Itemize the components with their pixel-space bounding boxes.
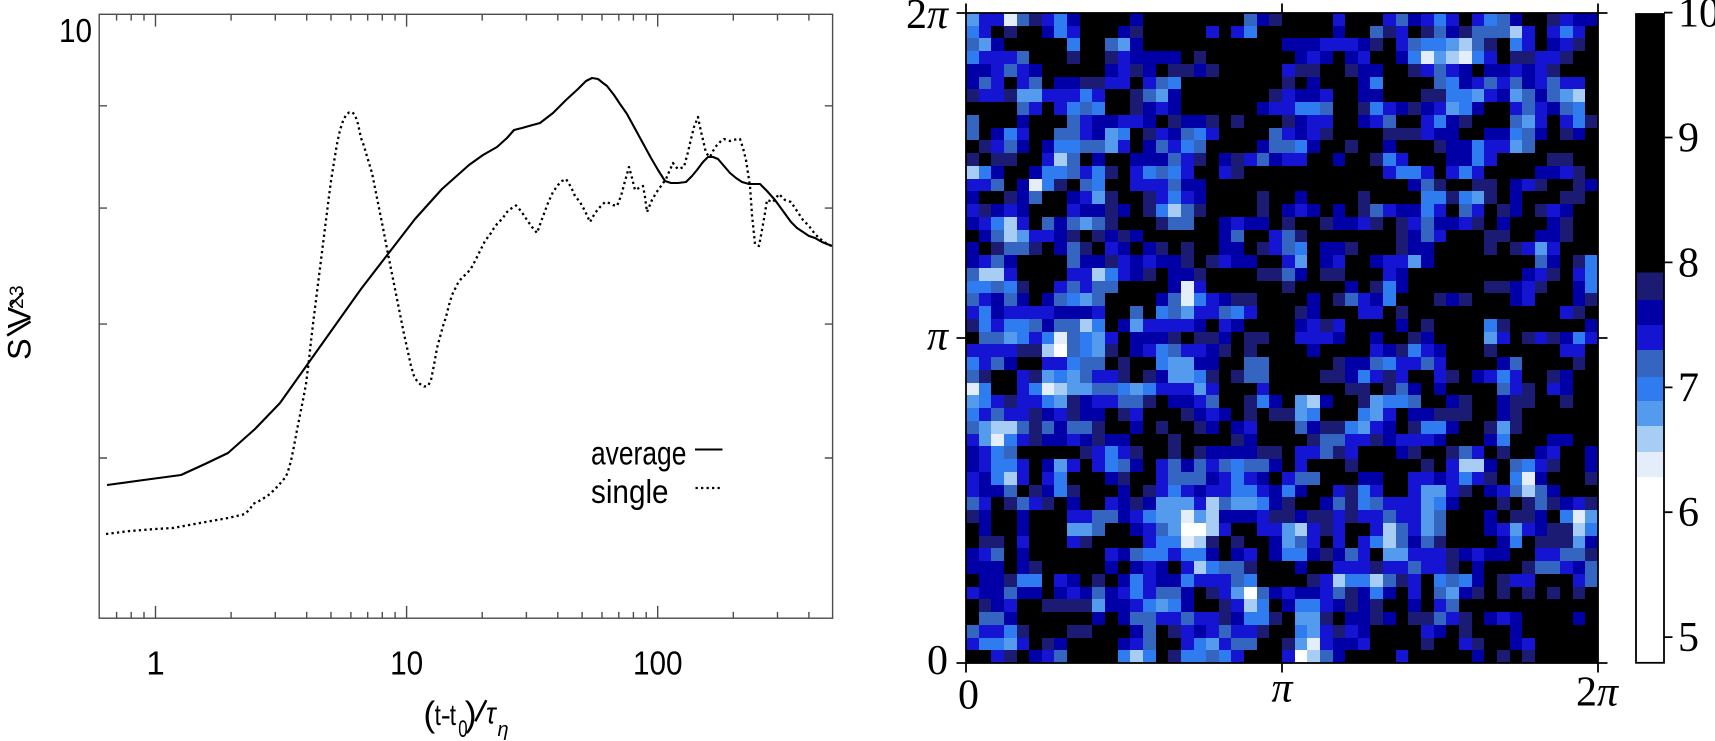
svg-text:10: 10 [59,12,92,49]
svg-text:S: S [2,338,38,360]
svg-text:0: 0 [458,716,467,741]
svg-text:100: 100 [633,645,683,682]
svg-text:2π: 2π [906,0,949,38]
svg-text:-: - [441,699,451,732]
svg-text:2: 2 [7,298,28,309]
svg-text:(: ( [423,694,435,734]
svg-text:t: t [435,698,442,732]
svg-text:single: single [591,474,669,511]
svg-text:10: 10 [390,645,423,682]
svg-text:9: 9 [1678,115,1699,161]
svg-text:η: η [498,719,509,741]
svg-text:6: 6 [1678,490,1699,536]
svg-text:): ) [465,694,477,734]
svg-text:1: 1 [146,645,164,682]
svg-text:2π: 2π [1576,670,1619,716]
svg-text:t: t [450,698,457,732]
svg-text:3: 3 [7,285,28,296]
svg-text:8: 8 [1678,240,1699,286]
svg-text:0: 0 [958,672,979,718]
svg-text:5: 5 [1678,615,1699,661]
svg-text:average: average [591,436,686,472]
svg-text:10: 10 [1678,0,1715,37]
svg-text:0: 0 [927,638,948,684]
svg-text:τ: τ [486,697,498,732]
svg-text:π: π [927,314,949,360]
svg-text:7: 7 [1678,365,1699,411]
svg-text:π: π [1271,666,1293,712]
